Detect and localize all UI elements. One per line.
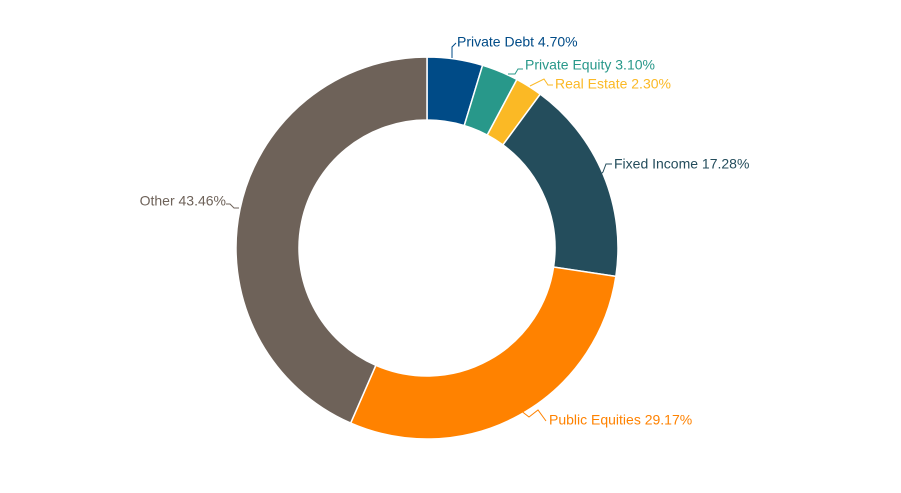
data-labels: Private Debt 4.70% Private Equity 3.10% Re… — [140, 34, 750, 428]
leader-line-other — [226, 203, 239, 209]
donut-slices — [235, 56, 619, 440]
leader-line-public-equities — [519, 409, 547, 422]
leader-lines — [226, 42, 612, 422]
leader-line-private-equity — [508, 68, 523, 75]
slice-other[interactable] — [235, 56, 428, 425]
data-label-other: Other 43.46% — [140, 193, 226, 209]
leader-line-private-debt — [451, 42, 457, 58]
leader-line-real-estate — [529, 78, 553, 87]
leader-line-fixed-income — [598, 163, 612, 177]
slice-public-equities[interactable] — [349, 266, 617, 440]
data-label-private-equity: Private Equity 3.10% — [525, 57, 655, 73]
data-label-private-debt: Private Debt 4.70% — [457, 34, 578, 50]
data-label-fixed-income: Fixed Income 17.28% — [614, 156, 749, 172]
slice-fixed-income[interactable] — [501, 93, 619, 278]
data-label-real-estate: Real Estate 2.30% — [555, 76, 671, 92]
data-label-public-equities: Public Equities 29.17% — [549, 412, 692, 428]
